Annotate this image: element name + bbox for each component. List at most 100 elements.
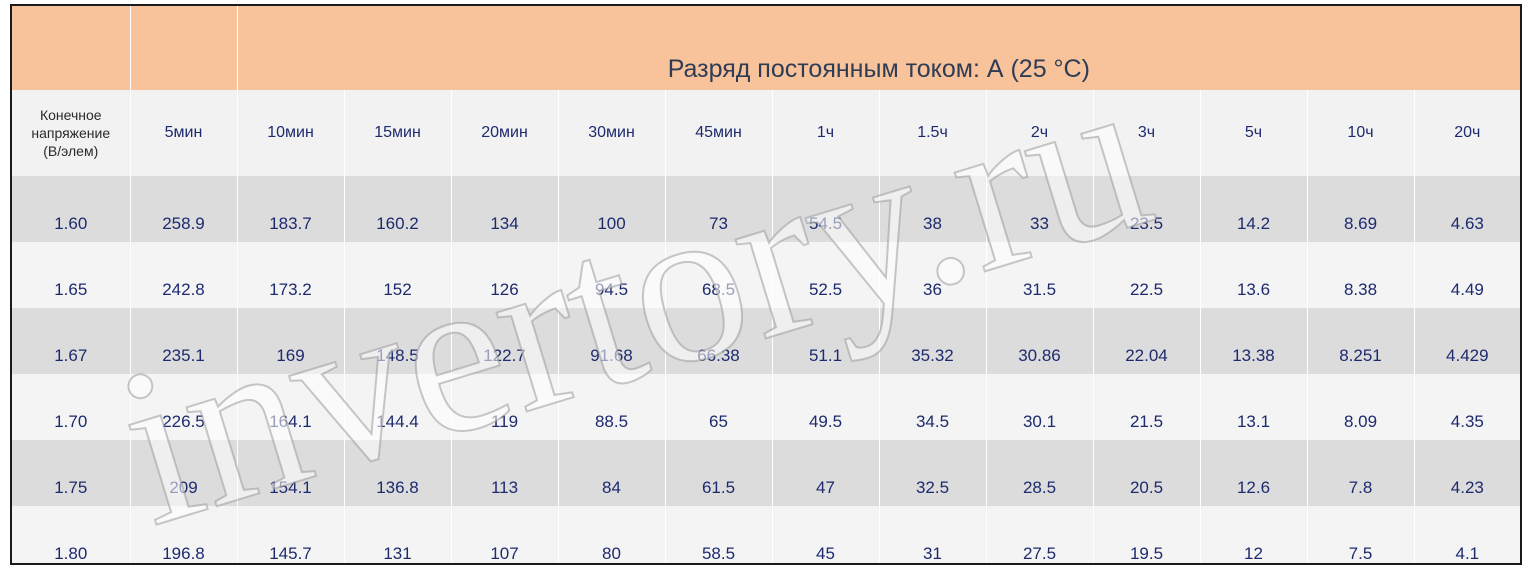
value-cell: 27.5 [985,506,1093,563]
duration-column-header: 20ч [1413,90,1520,176]
duration-column-header: 5ч [1199,90,1307,176]
value-cell: 21.5 [1092,374,1200,440]
value-cell: 58.5 [664,506,772,563]
voltage-header-line: Конечное [39,107,102,123]
value-cell: 13.6 [1199,242,1307,308]
value-cell: 38 [878,176,986,242]
duration-column-header: 10ч [1306,90,1414,176]
value-cell: 119 [450,374,558,440]
value-cell: 12.6 [1199,440,1307,506]
duration-column-header: 20мин [450,90,558,176]
value-cell: 12 [1199,506,1307,563]
value-cell: 13.1 [1199,374,1307,440]
value-cell: 65 [664,374,772,440]
value-cell: 209 [129,440,237,506]
value-cell: 66.38 [664,308,772,374]
value-cell: 22.5 [1092,242,1200,308]
value-cell: 94.5 [557,242,665,308]
voltage-cell: 1.80 [12,506,130,563]
value-cell: 145.7 [236,506,344,563]
value-cell: 144.4 [343,374,451,440]
voltage-cell: 1.67 [12,308,130,374]
value-cell: 122.7 [450,308,558,374]
value-cell: 31.5 [985,242,1093,308]
value-cell: 7.8 [1306,440,1414,506]
table-row: 1.70 226.5 164.1 144.4 119 88.5 65 49.5 34.5 30.1… [12,374,1520,440]
value-cell: 34.5 [878,374,986,440]
value-cell: 169 [236,308,344,374]
value-cell: 19.5 [1092,506,1200,563]
table-row: 1.67 235.1 169 148.5 122.7 91.68 66.38 51.1 35.3… [12,308,1520,374]
value-cell: 31 [878,506,986,563]
duration-column-header: 3ч [1092,90,1200,176]
value-cell: 4.1 [1413,506,1520,563]
value-cell: 88.5 [557,374,665,440]
duration-column-header: 15мин [343,90,451,176]
value-cell: 4.429 [1413,308,1520,374]
value-cell: 47 [771,440,879,506]
value-cell: 134 [450,176,558,242]
value-cell: 4.49 [1413,242,1520,308]
value-cell: 8.251 [1306,308,1414,374]
table-row: 1.75 209 154.1 136.8 113 84 61.5 47 32.5 28.5 20.5… [12,440,1520,506]
value-cell: 164.1 [236,374,344,440]
value-cell: 4.35 [1413,374,1520,440]
value-cell: 183.7 [236,176,344,242]
value-cell: 61.5 [664,440,772,506]
value-cell: 126 [450,242,558,308]
voltage-header-line: напряжение [31,125,111,141]
value-cell: 33 [985,176,1093,242]
table-row: 1.65 242.8 173.2 152 126 94.5 68.5 52.5 36 31.5 22… [12,242,1520,308]
value-cell: 84 [557,440,665,506]
title-spacer-cell [12,6,130,90]
value-cell: 160.2 [343,176,451,242]
table-row: 1.60 258.9 183.7 160.2 134 100 73 54.5 38 33 23.5 1… [12,176,1520,242]
value-cell: 36 [878,242,986,308]
value-cell: 80 [557,506,665,563]
value-cell: 35.32 [878,308,986,374]
value-cell: 91.68 [557,308,665,374]
title-row: Разряд постоянным током: А (25 °C) [12,6,1520,90]
value-cell: 173.2 [236,242,344,308]
voltage-cell: 1.70 [12,374,130,440]
duration-column-header: 30мин [557,90,665,176]
value-cell: 148.5 [343,308,451,374]
value-cell: 28.5 [985,440,1093,506]
value-cell: 4.23 [1413,440,1520,506]
value-cell: 4.63 [1413,176,1520,242]
duration-column-header: 45мин [664,90,772,176]
value-cell: 7.5 [1306,506,1414,563]
voltage-cell: 1.60 [12,176,130,242]
voltage-column-header: Конечное напряжение (В/элем) [12,90,130,176]
value-cell: 52.5 [771,242,879,308]
value-cell: 8.38 [1306,242,1414,308]
value-cell: 152 [343,242,451,308]
duration-column-header: 1ч [771,90,879,176]
value-cell: 45 [771,506,879,563]
value-cell: 196.8 [129,506,237,563]
duration-column-header: 2ч [985,90,1093,176]
duration-column-header: 1.5ч [878,90,986,176]
discharge-table-frame: Разряд постоянным током: А (25 °C) Конеч… [10,4,1522,565]
value-cell: 154.1 [236,440,344,506]
value-cell: 136.8 [343,440,451,506]
discharge-table: Разряд постоянным током: А (25 °C) Конеч… [12,6,1520,563]
value-cell: 68.5 [664,242,772,308]
header-row: Конечное напряжение (В/элем) 5мин 10мин 15… [12,90,1520,176]
value-cell: 131 [343,506,451,563]
value-cell: 100 [557,176,665,242]
value-cell: 226.5 [129,374,237,440]
voltage-header-line: (В/элем) [43,143,99,159]
value-cell: 8.69 [1306,176,1414,242]
value-cell: 20.5 [1092,440,1200,506]
value-cell: 258.9 [129,176,237,242]
table-title: Разряд постоянным током: А (25 °C) [236,6,1520,90]
value-cell: 14.2 [1199,176,1307,242]
duration-column-header: 5мин [129,90,237,176]
duration-column-header: 10мин [236,90,344,176]
value-cell: 23.5 [1092,176,1200,242]
voltage-cell: 1.75 [12,440,130,506]
value-cell: 22.04 [1092,308,1200,374]
value-cell: 73 [664,176,772,242]
voltage-cell: 1.65 [12,242,130,308]
